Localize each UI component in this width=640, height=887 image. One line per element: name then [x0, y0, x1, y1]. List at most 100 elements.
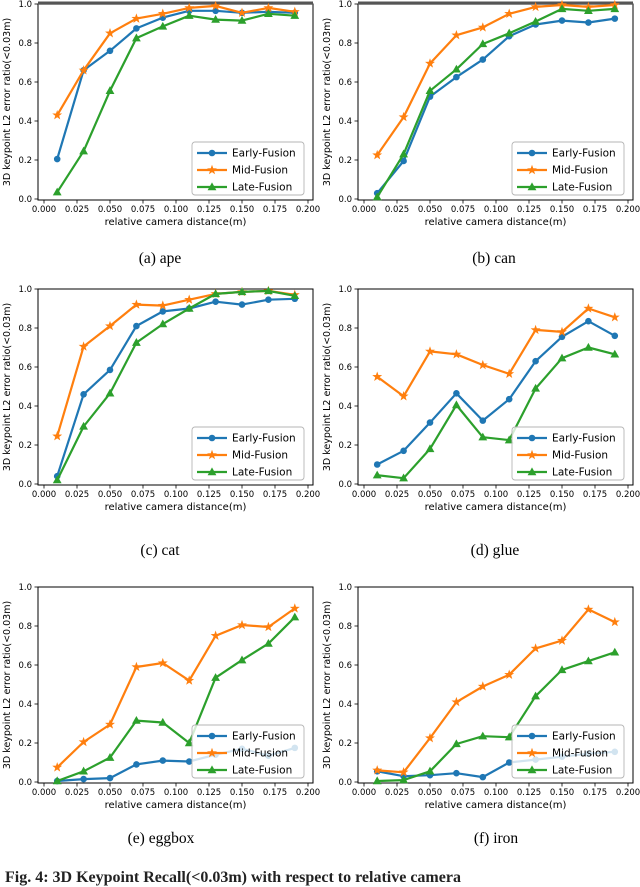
star-marker — [398, 767, 409, 777]
x-tick-label: 0.175 — [263, 205, 287, 215]
legend-label: Mid-Fusion — [232, 748, 288, 760]
y-tick-label: 0.8 — [18, 324, 32, 334]
y-tick-label: 1.0 — [338, 583, 352, 593]
y-tick-label: 0.2 — [338, 739, 352, 749]
y-tick-label: 0.6 — [18, 78, 32, 88]
triangle-marker — [584, 656, 593, 665]
x-tick-label: 0.025 — [385, 490, 409, 500]
circle-marker — [53, 155, 61, 163]
x-tick-label: 0.000 — [32, 490, 56, 500]
y-axis-label: 3D keypoint L2 error ratio(<0.03m) — [322, 18, 333, 186]
chart-glue: 0.000 0.025 0.050 0.075 0.100 0.125 0.150 0.175… — [320, 285, 640, 530]
x-tick-label: 0.150 — [230, 205, 254, 215]
x-tick-label: 0.000 — [32, 788, 56, 798]
series-late-fusion — [52, 9, 300, 196]
x-tick-label: 0.025 — [65, 788, 89, 798]
x-tick-label: 0.075 — [451, 490, 475, 500]
circle-marker — [585, 317, 592, 325]
triangle-marker — [264, 286, 273, 295]
triangle-marker — [211, 289, 220, 298]
star-marker — [157, 657, 168, 668]
star-marker — [609, 312, 620, 322]
x-tick-label: 0.075 — [451, 788, 475, 798]
star-marker — [504, 669, 515, 679]
series-mid-fusion — [372, 604, 620, 777]
y-tick-label: 0.2 — [338, 441, 352, 451]
circle-marker — [400, 447, 407, 455]
x-tick-label: 0.000 — [352, 205, 376, 215]
subcaption-e: (e) eggbox — [127, 830, 195, 847]
triangle-marker — [504, 732, 514, 741]
x-tick-label: 0.025 — [65, 205, 89, 215]
star-marker — [372, 149, 383, 160]
triangle-marker — [452, 739, 461, 748]
chart-cat: 0.000 0.025 0.050 0.075 0.100 0.125 0.150 0.175… — [0, 285, 320, 530]
series-line — [56, 9, 296, 161]
series-mid-fusion — [372, 0, 620, 160]
triangle-marker — [158, 21, 168, 30]
triangle-marker — [452, 64, 461, 73]
x-tick-label: 0.200 — [616, 788, 640, 798]
y-tick-label: 0.8 — [338, 324, 352, 334]
chart-svg-eggbox: 0.000 0.025 0.050 0.075 0.100 0.125 0.150 0.175… — [2, 583, 320, 811]
x-tick-label: 0.125 — [517, 205, 541, 215]
star-marker — [583, 303, 594, 313]
x-axis-label: relative camera distance(m) — [425, 502, 567, 513]
star-marker — [131, 13, 142, 23]
triangle-marker — [290, 612, 300, 621]
triangle-marker — [584, 6, 593, 15]
star-marker — [52, 109, 63, 120]
star-marker — [105, 28, 115, 38]
x-tick-label: 0.150 — [230, 788, 254, 798]
triangle-marker — [132, 338, 141, 346]
series-late-fusion — [372, 647, 620, 785]
triangle-marker — [425, 86, 435, 94]
legend-marker — [208, 149, 216, 157]
legend: Early-Fusion Mid-Fusion Late-Fusion — [191, 426, 305, 481]
circle-marker — [238, 301, 246, 308]
legend-box — [191, 724, 305, 779]
star-marker — [504, 8, 515, 18]
triangle-marker — [504, 28, 514, 37]
star-marker — [583, 604, 594, 614]
x-tick-label: 0.175 — [263, 788, 287, 798]
plot-border — [357, 586, 634, 784]
star-marker — [157, 300, 168, 310]
x-tick-label: 0.100 — [164, 490, 188, 500]
y-tick-label: 0.6 — [18, 363, 32, 373]
legend-marker — [208, 434, 216, 442]
series-line — [56, 289, 296, 482]
x-tick-label: 0.050 — [98, 205, 122, 215]
series-mid-fusion — [52, 603, 300, 772]
x-tick-label: 0.050 — [98, 490, 122, 500]
top-crop-bar — [358, 1, 633, 5]
axis-ticks: 0.000 0.025 0.050 0.075 0.100 0.125 0.150 0.175… — [338, 285, 640, 500]
circle-marker — [159, 757, 167, 764]
chart-ape: 0.000 0.025 0.050 0.075 0.100 0.125 0.150 0.175… — [0, 0, 320, 245]
circle-marker — [133, 761, 140, 768]
y-tick-label: 0.0 — [338, 195, 352, 205]
x-tick-label: 0.025 — [385, 205, 409, 215]
triangle-marker — [290, 11, 300, 19]
x-tick-label: 0.100 — [164, 205, 188, 215]
circle-marker — [106, 47, 114, 55]
y-axis-label: 3D keypoint L2 error ratio(<0.03m) — [2, 601, 13, 769]
star-marker — [477, 359, 488, 370]
triangle-marker — [425, 444, 435, 453]
circle-marker — [558, 17, 566, 24]
x-tick-label: 0.200 — [296, 788, 320, 798]
circle-marker — [133, 322, 140, 330]
triangle-marker — [610, 349, 620, 358]
series-line — [376, 7, 616, 199]
y-tick-label: 0.0 — [338, 480, 352, 490]
legend-label: Mid-Fusion — [552, 450, 608, 462]
star-marker — [52, 431, 63, 441]
y-tick-label: 0.0 — [18, 778, 32, 788]
figure-caption: Fig. 4: 3D Keypoint Recall(<0.03m) with … — [5, 869, 461, 886]
triangle-marker — [237, 15, 247, 24]
legend-marker — [528, 732, 536, 740]
circle-marker — [212, 298, 219, 305]
series-line — [376, 346, 616, 480]
legend-marker — [527, 164, 537, 175]
triangle-marker — [531, 16, 540, 25]
